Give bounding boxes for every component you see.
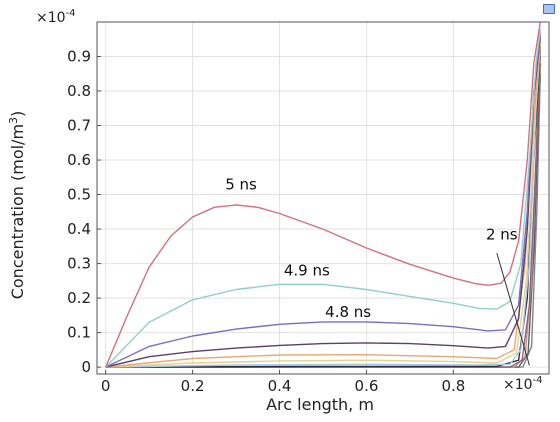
x-tick-label-2: 0.4 [268, 377, 292, 395]
series-line-8 [105, 49, 541, 368]
x-tick-label-4: 0.8 [441, 377, 465, 395]
series-line-4 [105, 39, 541, 368]
plot-frame [96, 21, 550, 375]
x-tick-label-1: 0.2 [181, 377, 205, 395]
y-axis-multiplier: ×10-4 [36, 8, 76, 26]
x-tick-label-0: 0 [101, 377, 111, 395]
x-axis-multiplier: ×10-4 [503, 375, 543, 393]
y-tick-label-3: 0.3 [67, 255, 91, 273]
annotations: 5 ns 4.9 ns 4.8 ns 2 ns [225, 175, 530, 366]
annotation-pointer-line [496, 253, 530, 366]
annotation-label-2: 4.8 ns [325, 303, 371, 321]
x-axis-label: Arc length, m [266, 395, 374, 414]
series-line-7 [105, 46, 541, 368]
series-line-1 [105, 28, 541, 368]
series-line-5 [105, 42, 541, 368]
y-tick-label-7: 0.7 [67, 117, 91, 135]
y-tick-label-8: 0.8 [67, 82, 91, 100]
x-tick-label-3: 0.6 [355, 377, 379, 395]
series-line-9 [105, 56, 541, 368]
series-line-0 [105, 21, 541, 368]
tick-labels: 0 0.2 0.4 0.6 0.8 0 0.1 0.2 0.3 0.4 0.5 0.6 0.7 0.8 0.… [67, 48, 465, 395]
annotation-label-0: 5 ns [225, 175, 257, 193]
series-line-3 [105, 35, 541, 368]
y-tick-label-6: 0.6 [67, 151, 91, 169]
plot-window-icon[interactable] [543, 4, 555, 14]
y-tick-label-2: 0.2 [67, 289, 91, 307]
series-group [105, 21, 541, 368]
series-line-6 [105, 39, 541, 368]
annotation-label-1: 4.9 ns [284, 262, 330, 280]
series-line-11 [105, 73, 541, 368]
series-line-2 [105, 32, 541, 368]
y-tick-label-0: 0 [81, 358, 91, 376]
y-tick-label-9: 0.9 [67, 48, 91, 66]
annotation-label-3: 2 ns [486, 225, 518, 243]
y-tick-label-1: 0.1 [67, 324, 91, 342]
y-axis-label: Concentration (mol/m3) [7, 111, 27, 300]
y-tick-label-5: 0.5 [67, 186, 91, 204]
y-tick-label-4: 0.4 [67, 220, 91, 238]
